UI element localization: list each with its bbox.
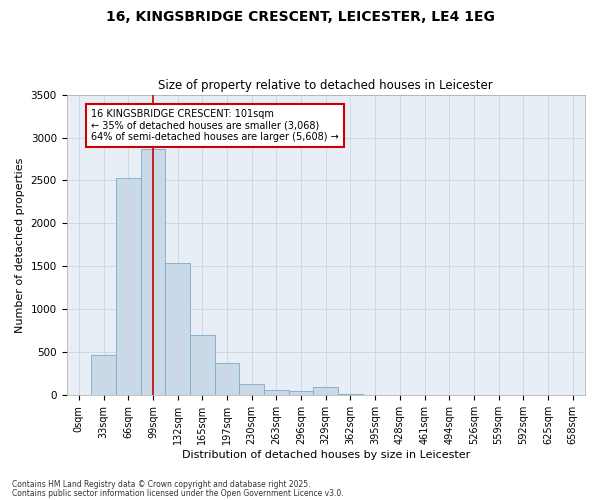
Y-axis label: Number of detached properties: Number of detached properties: [15, 158, 25, 332]
Bar: [313, 387, 338, 396]
Text: 16, KINGSBRIDGE CRESCENT, LEICESTER, LE4 1EG: 16, KINGSBRIDGE CRESCENT, LEICESTER, LE4…: [106, 10, 494, 24]
Bar: [239, 384, 264, 396]
X-axis label: Distribution of detached houses by size in Leicester: Distribution of detached houses by size …: [182, 450, 470, 460]
Text: Contains public sector information licensed under the Open Government Licence v3: Contains public sector information licen…: [12, 489, 344, 498]
Bar: [338, 394, 363, 396]
Bar: [165, 263, 190, 396]
Title: Size of property relative to detached houses in Leicester: Size of property relative to detached ho…: [158, 79, 493, 92]
Bar: [215, 362, 239, 396]
Bar: [190, 335, 215, 396]
Text: Contains HM Land Registry data © Crown copyright and database right 2025.: Contains HM Land Registry data © Crown c…: [12, 480, 311, 489]
Bar: [140, 148, 165, 396]
Bar: [116, 178, 140, 396]
Text: 16 KINGSBRIDGE CRESCENT: 101sqm
← 35% of detached houses are smaller (3,068)
64%: 16 KINGSBRIDGE CRESCENT: 101sqm ← 35% of…: [91, 109, 339, 142]
Bar: [264, 390, 289, 396]
Bar: [91, 355, 116, 396]
Bar: [289, 391, 313, 396]
